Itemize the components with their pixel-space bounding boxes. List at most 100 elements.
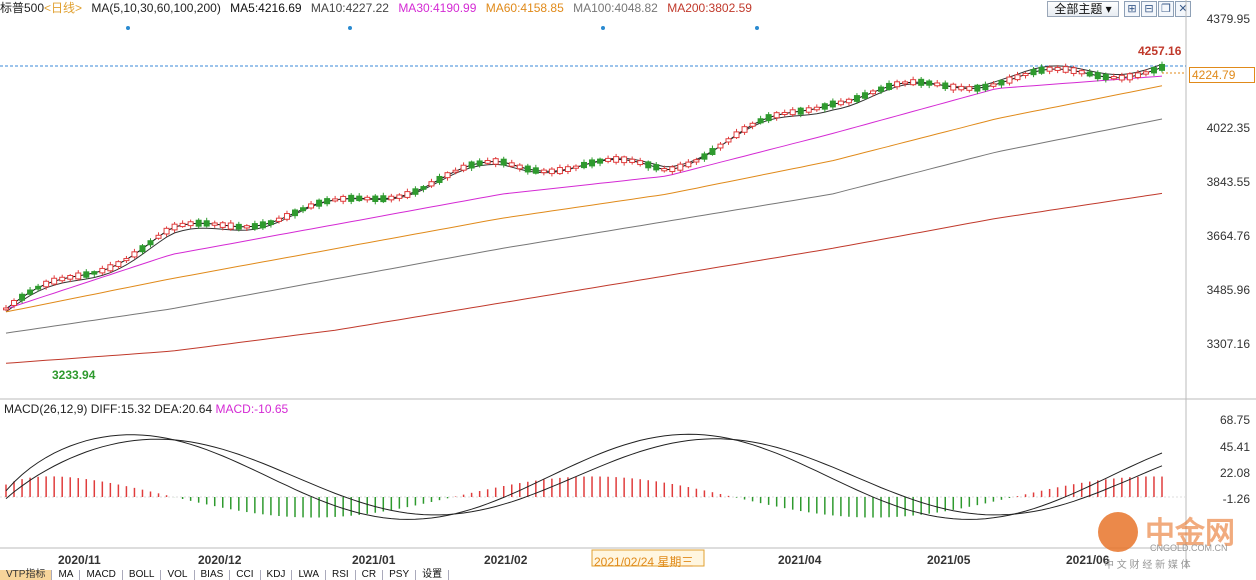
date-axis-tick: 2021/06 (1066, 553, 1110, 567)
candle-body (621, 156, 628, 164)
candle-body (324, 198, 331, 205)
ma100-label: MA100:4048.82 (573, 1, 658, 15)
candle-body (837, 100, 844, 106)
crosshair-date-box (591, 549, 705, 567)
candle-body (420, 186, 427, 190)
candle-body (107, 264, 114, 272)
date-axis-tick: 2020/11 (58, 553, 101, 567)
tab-boll[interactable]: BOLL (123, 570, 162, 580)
watermark-brand: 中金网 (1145, 517, 1235, 550)
candle-body (789, 109, 796, 116)
candle-body (1118, 74, 1125, 81)
tab-vol[interactable]: VOL (161, 570, 195, 580)
zoom-in-icon[interactable]: ⊞ (1124, 1, 1140, 17)
candle-body (508, 162, 515, 167)
candle-body (131, 251, 138, 258)
tab-settings[interactable]: 设置 (416, 570, 450, 580)
candle-body (540, 169, 547, 174)
tab-cci[interactable]: CCI (230, 570, 261, 580)
candle-body (340, 195, 347, 202)
candle-body (259, 221, 266, 229)
candle-body (59, 276, 66, 282)
candle-body (709, 148, 716, 155)
ma30-label: MA30:4190.99 (398, 1, 477, 15)
candle-body (452, 169, 459, 173)
candle-body (637, 160, 644, 166)
tab-cr[interactable]: CR (356, 570, 384, 580)
macd-params-label: MACD(26,12,9) (4, 402, 88, 416)
tab-lwa[interactable]: LWA (292, 570, 326, 580)
candle-body (886, 82, 893, 90)
tab-psy[interactable]: PSY (383, 570, 417, 580)
candle-body (1110, 76, 1117, 80)
period-selector[interactable]: <日线> (44, 1, 83, 15)
tab-ma[interactable]: MA (52, 570, 81, 580)
candle-body (805, 107, 812, 113)
candle-body (821, 103, 828, 110)
candle-body (115, 261, 122, 267)
candle-body (476, 160, 483, 166)
date-axis-tick: 2021/05 (927, 553, 971, 567)
candle-body (500, 158, 507, 166)
candle-body (1062, 66, 1069, 73)
candle-body (677, 163, 684, 171)
candle-body (211, 222, 218, 226)
candle-body (1078, 70, 1085, 75)
ma-line-ma5 (5, 66, 1163, 310)
candle-body (356, 195, 363, 202)
tab-vtp[interactable]: VTP指标 (0, 570, 53, 580)
candle-body (388, 195, 395, 201)
candle-body (1150, 67, 1157, 74)
candle-body (532, 167, 539, 174)
tab-bias[interactable]: BIAS (195, 570, 231, 580)
date-axis-tick: 2021/02 (484, 553, 528, 567)
low-price-label: 3233.94 (52, 368, 96, 382)
ma-line-ma200 (5, 192, 1163, 364)
price-axis-tick: 3485.96 (1206, 283, 1250, 297)
candle-body (918, 78, 925, 86)
candle-body (685, 161, 692, 168)
candle-body (83, 271, 90, 278)
watermark-url: CNGOLD.COM.CN (1150, 543, 1228, 553)
candle-body (589, 159, 596, 167)
high-price-label: 4257.16 (1138, 44, 1182, 58)
close-icon[interactable]: ✕ (1175, 1, 1191, 17)
candle-body (645, 161, 652, 169)
zoom-out-icon[interactable]: ⊟ (1141, 1, 1157, 17)
price-axis-tick: 3843.55 (1206, 175, 1250, 189)
candle-body (372, 195, 379, 202)
candle-body (829, 100, 836, 108)
candle-body (982, 83, 989, 91)
candle-body (251, 223, 258, 230)
candle-body (1094, 72, 1101, 80)
date-axis-tick: 2020/12 (198, 553, 242, 567)
candle-body (267, 220, 274, 226)
tab-macd[interactable]: MACD (80, 570, 123, 580)
macd-dea-line (5, 438, 1163, 516)
current-price-tag: 4224.79 (1189, 67, 1255, 83)
date-axis-tick: 2021/04 (778, 553, 822, 567)
ma-line-ma10 (5, 63, 1163, 313)
restore-icon[interactable]: ❐ (1158, 1, 1174, 17)
candle-body (741, 126, 748, 133)
tab-kdj[interactable]: KDJ (261, 570, 293, 580)
tab-rsi[interactable]: RSI (326, 570, 356, 580)
macd-diff-line (5, 433, 1163, 520)
candle-body (693, 159, 700, 163)
candle-body (348, 194, 355, 202)
candle-body (757, 118, 764, 124)
theme-dropdown-button[interactable]: 全部主题 ▾ (1047, 1, 1119, 17)
candle-body (516, 164, 523, 170)
candle-body (275, 217, 282, 222)
candle-body (300, 207, 307, 212)
price-axis-tick: 3307.16 (1206, 337, 1250, 351)
macd-axis-tick: 68.75 (1219, 413, 1250, 427)
candle-body (797, 107, 804, 115)
watermark-slogan: 中 文 财 经 新 媒 体 (1104, 560, 1191, 571)
macd-axis-tick: 22.08 (1219, 466, 1250, 480)
candle-body (845, 98, 852, 104)
crosshair-date-label: 2021/02/24 星期三 (594, 555, 694, 569)
price-legend: 标普500<日线> MA(5,10,30,60,100,200) MA5:421… (0, 0, 758, 16)
